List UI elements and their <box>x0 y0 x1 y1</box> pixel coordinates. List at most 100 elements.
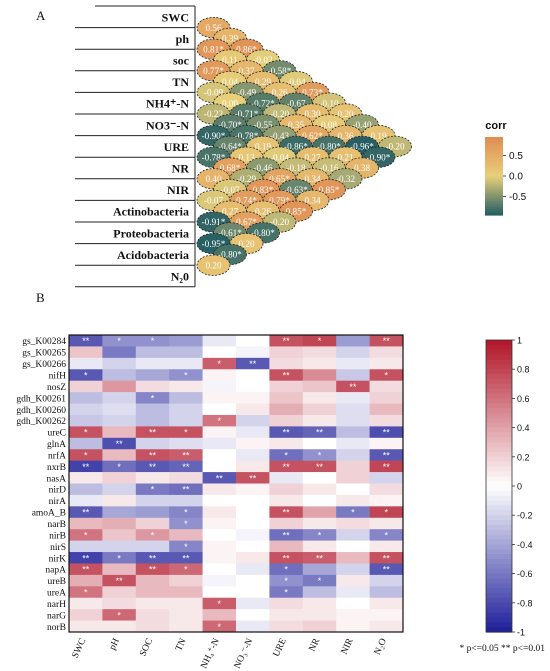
heatmap-cell <box>302 414 337 427</box>
colorbar-gradient-step <box>486 607 512 614</box>
row-label: napA <box>45 566 66 576</box>
heatmap-cell <box>236 483 270 496</box>
row-label: nirD <box>49 486 67 496</box>
correlation-value-label: 0.20 <box>238 239 254 249</box>
colorbar-gradient-step <box>486 393 512 399</box>
heatmap-cell <box>269 449 304 461</box>
heatmap-cell <box>269 392 304 404</box>
heatmap-cell <box>169 460 203 473</box>
colorbar-gradient-step <box>486 578 512 584</box>
heatmap-cell <box>236 426 270 439</box>
heatmap-cell <box>269 460 304 473</box>
significance-footnote: * p<=0.05 ** p<=0.01 <box>459 644 545 654</box>
heatmap-cell <box>169 517 203 530</box>
heatmap-cell <box>369 437 404 450</box>
column-label: NH₄⁺-N <box>199 637 222 670</box>
heatmap-cell <box>169 483 203 496</box>
colorbar-gradient-step <box>486 388 512 395</box>
heatmap-cell <box>102 586 137 599</box>
correlation-value-label: -0.32 <box>336 174 356 184</box>
heatmap-cell <box>202 357 237 370</box>
heatmap-cell <box>169 620 203 633</box>
significance-marker: * <box>151 393 155 403</box>
colorbar-gradient-step <box>486 549 512 555</box>
significance-marker: ** <box>383 565 391 575</box>
legend-gradient-step <box>485 211 503 214</box>
legend-gradient-step <box>485 201 503 204</box>
significance-marker: * <box>318 336 322 346</box>
heatmap-cell <box>302 574 337 587</box>
heatmap-cell <box>369 540 404 553</box>
row-label: nirK <box>49 554 67 564</box>
heatmap-cell <box>202 403 237 416</box>
heatmap-cell <box>135 472 170 484</box>
column-label: TN <box>174 637 188 653</box>
colorbar-gradient-step <box>486 544 512 550</box>
significance-marker: ** <box>149 428 157 438</box>
significance-marker: ** <box>182 485 190 495</box>
heatmap-cell <box>302 426 337 439</box>
heatmap-cell <box>202 563 237 576</box>
heatmap-cell <box>102 357 137 370</box>
heatmap-cell <box>135 586 170 599</box>
heatmap-cell <box>236 517 270 530</box>
colorbar-gradient-step <box>486 398 512 404</box>
heatmap-cell <box>135 563 170 576</box>
significance-marker: ** <box>283 370 291 380</box>
correlation-value-label: 0.85* <box>286 206 307 216</box>
heatmap-cell <box>135 494 170 507</box>
significance-marker: * <box>218 416 222 426</box>
heatmap-cell <box>169 552 203 564</box>
legend-gradient-step <box>485 179 503 183</box>
heatmap-cell <box>269 540 304 553</box>
heatmap-cell <box>69 346 103 359</box>
heatmap-cell <box>69 472 103 484</box>
heatmap-cell <box>169 357 203 370</box>
heatmap-cell <box>169 494 203 507</box>
correlation-value-label: -0.64* <box>218 142 242 152</box>
heatmap-cell <box>236 437 270 450</box>
heatmap-cell <box>135 449 170 461</box>
heatmap-cell <box>369 494 404 507</box>
heatmap-cell <box>69 563 103 576</box>
heatmap-cell <box>302 369 337 381</box>
heatmap-cell <box>369 369 404 381</box>
correlation-value-label: 0.11 <box>222 55 238 65</box>
heatmap-cell <box>236 552 270 564</box>
heatmap-cell <box>269 586 304 599</box>
significance-marker: ** <box>216 473 224 483</box>
correlation-value-label: -0.49 <box>237 88 257 98</box>
heatmap-cell <box>135 483 170 496</box>
heatmap-cell <box>269 506 304 519</box>
heatmap-cell <box>336 369 370 381</box>
row-label: narH <box>47 600 66 610</box>
colorbar-gradient-step <box>486 588 512 594</box>
heatmap-cell <box>269 552 304 564</box>
correlation-value-label: 0.19 <box>370 131 386 141</box>
significance-marker: ** <box>149 450 157 460</box>
heatmap-cell <box>102 574 137 587</box>
heatmap-cell <box>369 357 404 370</box>
correlation-value-label: 0.34 <box>304 174 320 184</box>
heatmap-cell <box>169 586 203 599</box>
heatmap-cell <box>369 449 404 461</box>
legend-tick-label: 0.5 <box>509 151 523 162</box>
row-label: nosZ <box>47 383 66 393</box>
heatmap-cell <box>236 563 270 576</box>
heatmap-cell <box>302 506 337 519</box>
heatmap-cell <box>269 369 304 381</box>
correlation-value-label: -0.91* <box>202 217 226 227</box>
significance-marker: * <box>385 508 389 518</box>
heatmap-cell <box>269 437 304 450</box>
heatmap-cell <box>236 609 270 621</box>
heatmap-cell <box>169 414 203 427</box>
heatmap-cell <box>102 506 137 519</box>
colorbar-gradient-step <box>486 554 512 560</box>
heatmap-cell <box>169 609 203 621</box>
heatmap-cell <box>269 529 304 541</box>
legend-gradient-step <box>485 168 503 171</box>
heatmap-cell <box>202 472 237 484</box>
significance-marker: ** <box>149 553 157 563</box>
legend-gradient-step <box>485 203 503 206</box>
